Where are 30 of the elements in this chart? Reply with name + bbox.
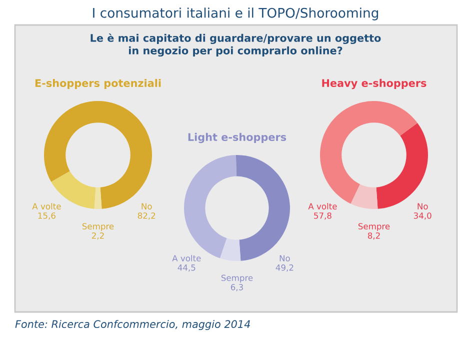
donut-slice (236, 155, 290, 261)
slice-label: No (280, 255, 290, 262)
data-label: 34,0 (414, 212, 432, 220)
donut-slice (220, 238, 241, 261)
slice-label: No (418, 203, 428, 210)
chart-title: Heavy e-shoppers (322, 78, 426, 90)
data-label: 49,2 (276, 264, 294, 272)
donut-slice (320, 101, 418, 204)
chart-title: E-shoppers potenziali (35, 78, 161, 90)
slice-label: Sempre (221, 274, 253, 283)
donut-slice (350, 184, 378, 209)
chart-title: Light e-shoppers (188, 132, 286, 144)
text: I consumatori italiani e il TOPO/Shorooming (93, 8, 378, 20)
slice-label: A volte (32, 203, 61, 210)
slice-label: Sempre (82, 223, 114, 232)
data-label: 15,6 (38, 212, 56, 220)
donut-slice (94, 187, 102, 209)
data-label: 2,2 (92, 232, 104, 240)
data-label: 82,2 (138, 212, 156, 220)
data-label: 57,8 (314, 212, 332, 220)
slice-label: A volte (172, 254, 201, 262)
source-note: Fonte: Ricerca Confcommercio, maggio 2014 (15, 320, 250, 330)
slice-label: No (142, 203, 152, 210)
text: Le è mai capitato di guardare/provare un oggetto in negozio per poi comprarlo online? (90, 33, 381, 57)
slice-label: Sempre (358, 223, 390, 232)
data-label: 8,2 (368, 232, 380, 240)
donut-slice (376, 122, 428, 209)
data-label: 44,5 (178, 264, 196, 272)
data-label: 6,3 (230, 284, 243, 292)
slice-label: A volte (308, 203, 337, 210)
